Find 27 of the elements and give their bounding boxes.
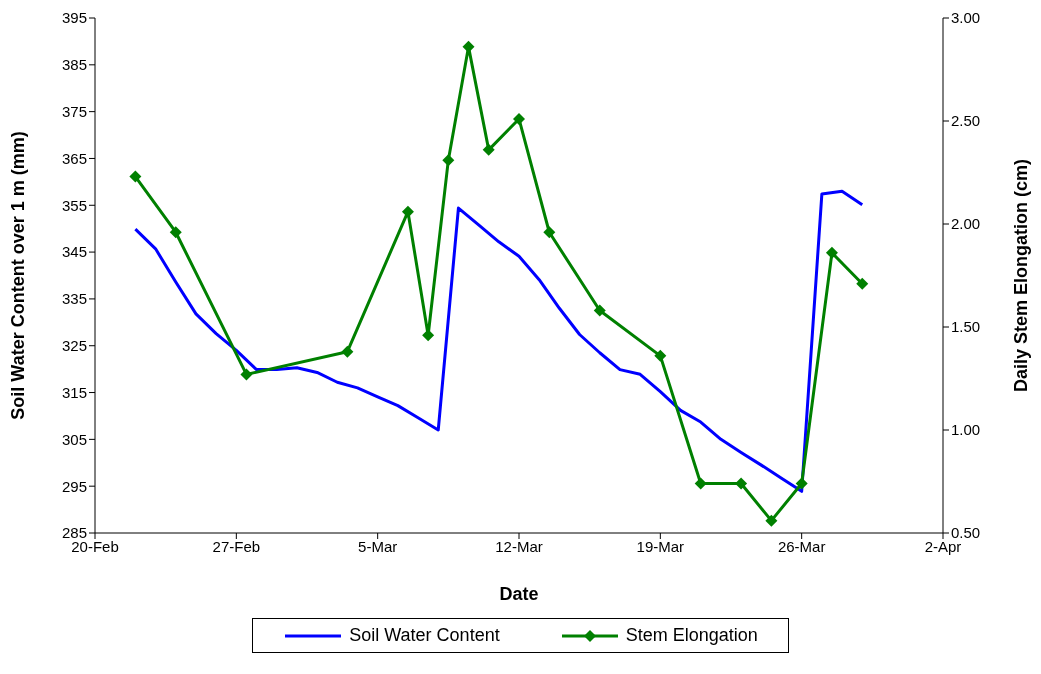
y-tick-label: 325 [61,337,87,355]
x-tick-label: 27-Feb [212,537,261,555]
y-tick-label: 295 [61,477,87,495]
y-tick-label: 335 [61,290,87,308]
y-tick-label: 385 [61,56,87,74]
y-tick-label: 315 [61,383,87,401]
y-tick-label: 345 [61,243,87,261]
x-axis-title: Date [499,584,539,604]
y-tick-label: 395 [61,9,87,27]
y-tick-label: 365 [61,149,87,167]
x-tick-label: 12-Mar [495,537,543,555]
y-tick-label: 355 [61,196,87,214]
y-tick-label: 375 [61,102,87,120]
x-tick-label: 26-Mar [777,537,826,555]
legend-label: Soil Water Content [349,625,500,646]
y2-axis-title: Daily Stem Elongation (cm) [1011,158,1032,393]
y-tick-label: 305 [61,430,87,448]
y2-tick-label: 3.00 [951,9,981,27]
line-series [133,189,864,493]
legend-label: Stem Elongation [625,625,758,646]
y2-tick-label: 2.50 [951,112,981,130]
y2-tick-label: 2.00 [951,215,981,233]
y-axis-title: Soil Water Content over 1 m (mm) [8,131,29,420]
y2-tick-label: 1.00 [951,421,981,439]
x-tick-label: 19-Mar [636,537,685,555]
y2-tick-label: 1.50 [951,318,981,336]
x-tick-label: 5-Mar [358,537,398,555]
